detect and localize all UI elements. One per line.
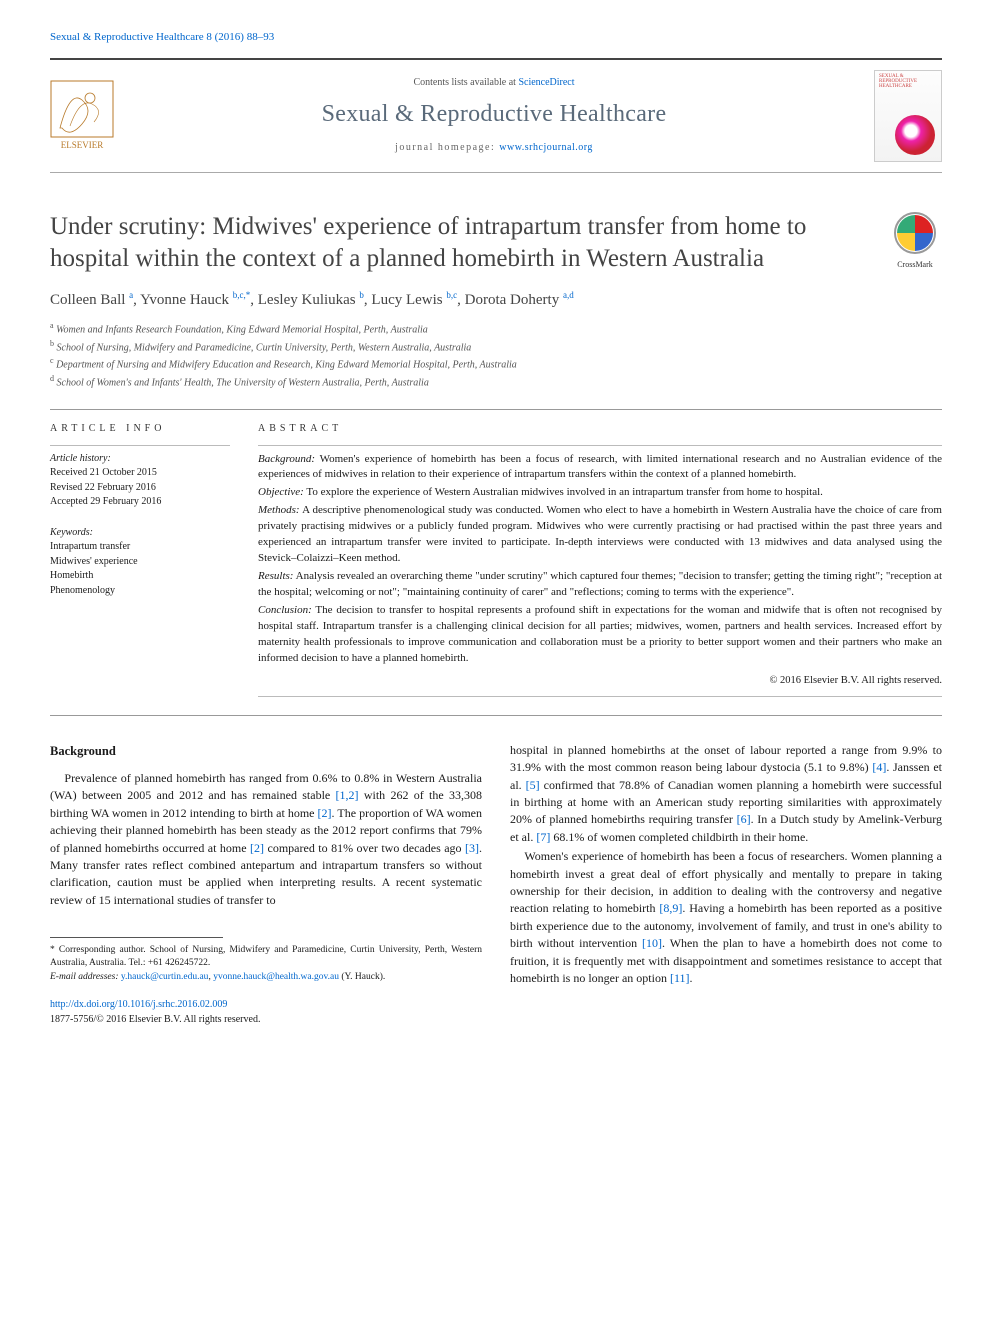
- doi-link[interactable]: http://dx.doi.org/10.1016/j.srhc.2016.02…: [50, 999, 227, 1010]
- doi-block: http://dx.doi.org/10.1016/j.srhc.2016.02…: [50, 998, 482, 1027]
- affiliation-d: d School of Women's and Infants' Health,…: [50, 373, 942, 391]
- keyword-2: Midwives' experience: [50, 555, 230, 570]
- crossmark-label: CrossMark: [888, 259, 942, 271]
- affiliation-a: a Women and Infants Research Foundation,…: [50, 320, 942, 338]
- affiliations: a Women and Infants Research Foundation,…: [50, 320, 942, 391]
- abs-objective-label: Objective:: [258, 486, 304, 498]
- background-heading: Background: [50, 742, 482, 760]
- email-1[interactable]: y.hauck@curtin.edu.au: [121, 972, 209, 982]
- homepage-line: journal homepage: www.srhcjournal.org: [128, 141, 860, 156]
- divider-2: [50, 715, 942, 716]
- issn-copyright: 1877-5756/© 2016 Elsevier B.V. All right…: [50, 1014, 260, 1025]
- email-line: E-mail addresses: y.hauck@curtin.edu.au,…: [50, 971, 482, 984]
- abs-objective: To explore the experience of Western Aus…: [304, 486, 823, 498]
- corresponding-author: * Corresponding author. School of Nursin…: [50, 944, 482, 971]
- author-4: , Lucy Lewis: [364, 292, 446, 308]
- sciencedirect-link[interactable]: ScienceDirect: [518, 77, 574, 88]
- contents-line: Contents lists available at ScienceDirec…: [128, 76, 860, 91]
- body-columns: Background Prevalence of planned homebir…: [50, 742, 942, 1027]
- abstract-block: ABSTRACT Background: Women's experience …: [258, 422, 942, 697]
- journal-cover-thumb: SEXUAL & REPRODUCTIVE HEALTHCARE: [874, 70, 942, 162]
- abstract-heading: ABSTRACT: [258, 422, 942, 437]
- keyword-1: Intrapartum transfer: [50, 540, 230, 555]
- author-5: , Dorota Doherty: [457, 292, 563, 308]
- abstract-copyright: © 2016 Elsevier B.V. All rights reserved…: [258, 673, 942, 688]
- body-para-2a: hospital in planned homebirths at the on…: [510, 742, 942, 846]
- affiliation-b: b School of Nursing, Midwifery and Param…: [50, 338, 942, 356]
- body-col-left: Background Prevalence of planned homebir…: [50, 742, 482, 1027]
- running-header: Sexual & Reproductive Healthcare 8 (2016…: [50, 30, 942, 46]
- author-list: Colleen Ball a, Yvonne Hauck b,c,*, Lesl…: [50, 289, 942, 312]
- history-revised: Revised 22 February 2016: [50, 481, 230, 496]
- article-title: Under scrutiny: Midwives' experience of …: [50, 211, 874, 275]
- affiliation-c: c Department of Nursing and Midwifery Ed…: [50, 355, 942, 373]
- history-received: Received 21 October 2015: [50, 466, 230, 481]
- crossmark-badge[interactable]: CrossMark: [888, 211, 942, 270]
- article-info-heading: ARTICLE INFO: [50, 422, 230, 437]
- footnote-separator: [50, 937, 223, 938]
- homepage-label: journal homepage:: [395, 142, 499, 153]
- history-accepted: Accepted 29 February 2016: [50, 495, 230, 510]
- abs-methods-label: Methods:: [258, 504, 300, 516]
- abs-conclusion-label: Conclusion:: [258, 604, 312, 616]
- email-2[interactable]: yvonne.hauck@health.wa.gov.au: [213, 972, 339, 982]
- abs-background-label: Background:: [258, 453, 315, 465]
- abs-methods: A descriptive phenomenological study was…: [258, 504, 942, 564]
- abs-background: Women's experience of homebirth has been…: [258, 453, 942, 481]
- article-info-block: ARTICLE INFO Article history: Received 2…: [50, 422, 230, 697]
- homepage-link[interactable]: www.srhcjournal.org: [499, 142, 593, 153]
- footnotes: * Corresponding author. School of Nursin…: [50, 944, 482, 984]
- email-tail: (Y. Hauck).: [339, 972, 385, 982]
- abs-conclusion: The decision to transfer to hospital rep…: [258, 604, 942, 664]
- cover-label: SEXUAL & REPRODUCTIVE HEALTHCARE: [879, 74, 941, 89]
- keyword-4: Phenomenology: [50, 584, 230, 599]
- abs-results: Analysis revealed an overarching theme "…: [258, 570, 942, 598]
- keyword-3: Homebirth: [50, 569, 230, 584]
- contents-text: Contents lists available at: [413, 77, 518, 88]
- body-para-1: Prevalence of planned homebirth has rang…: [50, 770, 482, 909]
- body-para-2b: Women's experience of homebirth has been…: [510, 848, 942, 987]
- author-1: Colleen Ball: [50, 292, 129, 308]
- author-5-aff: a,d: [563, 290, 574, 300]
- svg-text:ELSEVIER: ELSEVIER: [61, 140, 104, 150]
- keywords-label: Keywords:: [50, 526, 230, 541]
- author-2: , Yvonne Hauck: [133, 292, 233, 308]
- elsevier-logo: ELSEVIER: [50, 80, 114, 152]
- body-col-right: hospital in planned homebirths at the on…: [510, 742, 942, 1027]
- masthead: ELSEVIER Contents lists available at Sci…: [50, 58, 942, 173]
- divider: [50, 409, 942, 410]
- author-3: , Lesley Kuliukas: [250, 292, 359, 308]
- abs-results-label: Results:: [258, 570, 293, 582]
- journal-name: Sexual & Reproductive Healthcare: [128, 97, 860, 132]
- author-2-aff: b,c,*: [233, 290, 251, 300]
- author-4-aff: b,c: [446, 290, 457, 300]
- email-label: E-mail addresses:: [50, 972, 121, 982]
- history-label: Article history:: [50, 452, 230, 467]
- masthead-center: Contents lists available at ScienceDirec…: [128, 76, 860, 156]
